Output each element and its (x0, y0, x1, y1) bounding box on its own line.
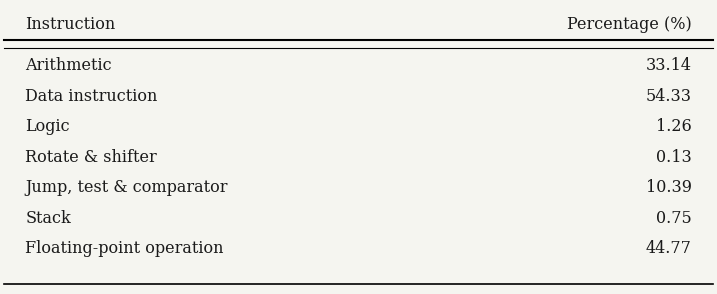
Text: Stack: Stack (25, 210, 71, 227)
Text: Percentage (%): Percentage (%) (567, 16, 692, 33)
Text: Rotate & shifter: Rotate & shifter (25, 149, 157, 166)
Text: 0.75: 0.75 (656, 210, 692, 227)
Text: Instruction: Instruction (25, 16, 115, 33)
Text: Floating-point operation: Floating-point operation (25, 240, 224, 258)
Text: 54.33: 54.33 (645, 88, 692, 105)
Text: 44.77: 44.77 (646, 240, 692, 258)
Text: 33.14: 33.14 (645, 57, 692, 74)
Text: Data instruction: Data instruction (25, 88, 158, 105)
Text: 0.13: 0.13 (656, 149, 692, 166)
Text: 10.39: 10.39 (645, 179, 692, 196)
Text: 1.26: 1.26 (656, 118, 692, 135)
Text: Logic: Logic (25, 118, 70, 135)
Text: Jump, test & comparator: Jump, test & comparator (25, 179, 228, 196)
Text: Arithmetic: Arithmetic (25, 57, 112, 74)
